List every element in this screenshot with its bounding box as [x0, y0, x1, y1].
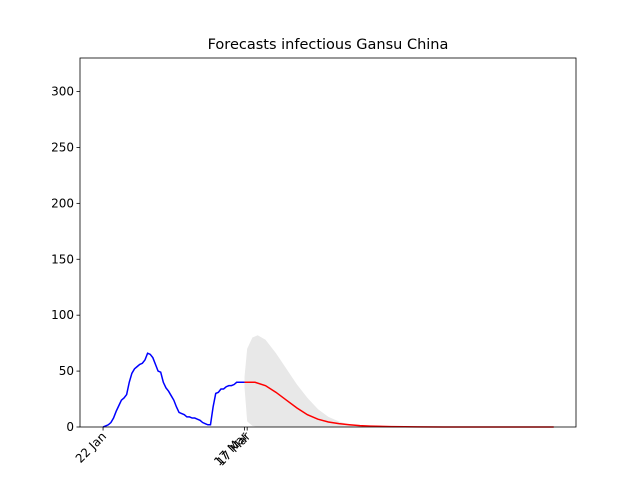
y-tick-label: 250: [51, 140, 74, 154]
chart-title: Forecasts infectious Gansu China: [208, 37, 449, 53]
series-line: [102, 352, 245, 428]
y-tick-label: 150: [51, 252, 74, 266]
y-tick-label: 200: [51, 196, 74, 210]
y-tick-label: 50: [59, 364, 74, 378]
y-tick-label: 100: [51, 308, 74, 322]
y-tick-label: 0: [66, 420, 74, 434]
plot-frame: [79, 57, 577, 428]
y-tick-label: 300: [51, 85, 74, 99]
confidence-band: [244, 335, 360, 427]
